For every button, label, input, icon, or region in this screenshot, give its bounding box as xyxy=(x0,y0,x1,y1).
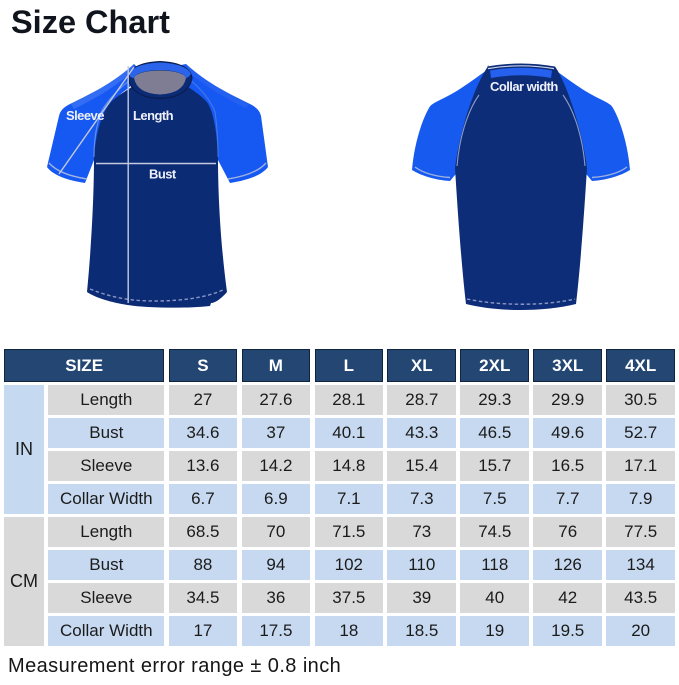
svg-text:Length: Length xyxy=(133,108,174,123)
svg-text:Collar width: Collar width xyxy=(490,79,558,94)
svg-text:Bust: Bust xyxy=(149,167,177,182)
svg-text:Sleeve: Sleeve xyxy=(66,108,104,123)
